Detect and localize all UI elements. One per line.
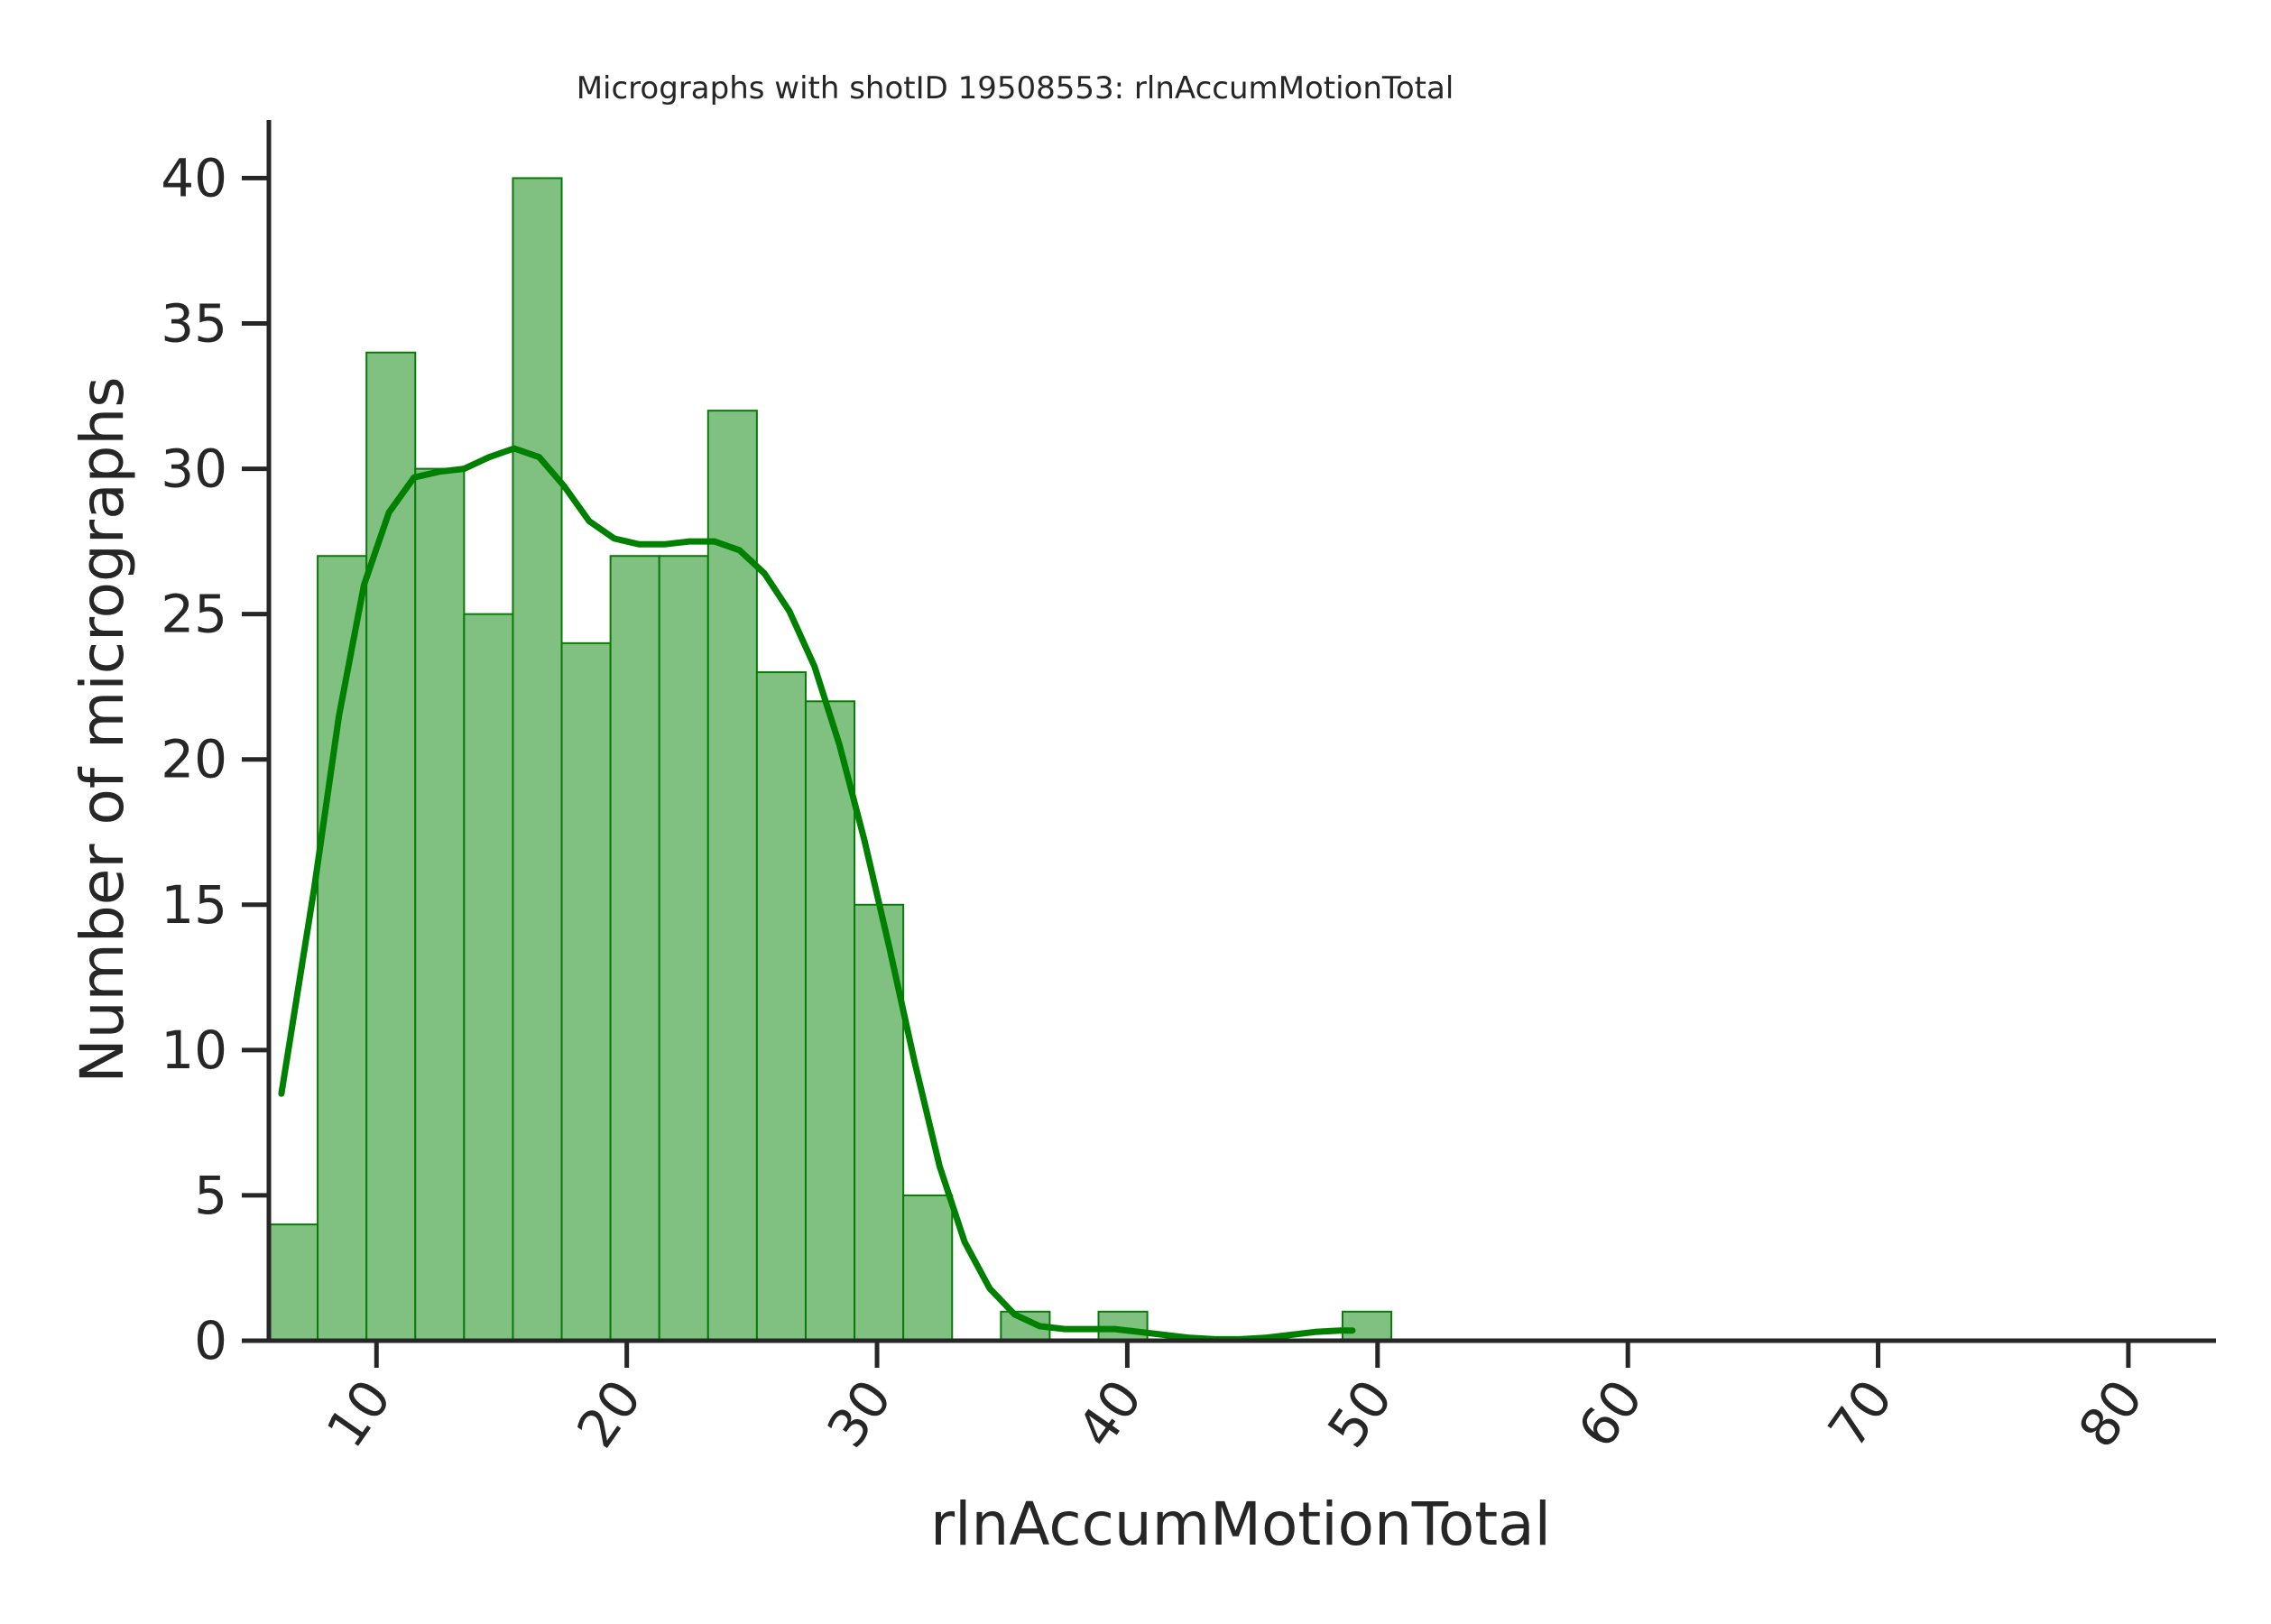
- y-tick-label: 10: [161, 1020, 227, 1081]
- histogram-bar: [804, 700, 856, 1342]
- x-tick-label: 60: [1566, 1369, 1655, 1458]
- histogram-bars: [268, 177, 1393, 1343]
- histogram-bar: [414, 467, 466, 1342]
- y-tick-label: 5: [194, 1165, 227, 1226]
- histogram-bar: [755, 671, 807, 1342]
- histogram-bar: [463, 613, 514, 1342]
- histogram-bar: [706, 410, 758, 1343]
- y-axis-ticks: 0 5 10 15 20 25 30 35 40: [161, 147, 269, 1371]
- y-tick-label: 40: [161, 147, 227, 208]
- kde-curve: [278, 445, 1356, 1343]
- y-axis-label: Number of micrographs: [68, 376, 137, 1083]
- histogram-bar: [609, 555, 660, 1342]
- histogram-bar: [902, 1194, 954, 1343]
- histogram-bar: [512, 177, 563, 1342]
- y-tick-label: 20: [161, 729, 227, 790]
- y-tick-label: 30: [161, 438, 227, 500]
- x-tick-label: 30: [815, 1369, 903, 1458]
- chart-title: Micrographs with shotID 19508553: rlnAcc…: [577, 70, 1454, 106]
- x-tick-label: 40: [1066, 1369, 1154, 1458]
- histogram-bar: [365, 351, 417, 1343]
- y-tick-label: 35: [161, 293, 227, 355]
- x-tick-label: 20: [565, 1369, 653, 1458]
- y-tick-label: 15: [161, 874, 227, 936]
- x-axis-label: rlnAccumMotionTotal: [930, 1490, 1551, 1559]
- y-tick-label: 25: [161, 584, 227, 645]
- x-tick-label: 70: [1816, 1369, 1905, 1458]
- x-axis-ticks: 10 20 30 40 50 60 70 80: [315, 1341, 2155, 1458]
- histogram-bar: [1341, 1310, 1393, 1343]
- histogram-bar: [317, 555, 368, 1342]
- y-tick-label: 0: [194, 1310, 227, 1371]
- histogram-bar: [560, 641, 612, 1342]
- histogram-bar: [268, 1223, 319, 1342]
- histogram-bar: [658, 555, 709, 1342]
- x-tick-label: 50: [1316, 1369, 1404, 1458]
- x-tick-label: 80: [2066, 1369, 2155, 1458]
- x-tick-label: 10: [315, 1369, 403, 1458]
